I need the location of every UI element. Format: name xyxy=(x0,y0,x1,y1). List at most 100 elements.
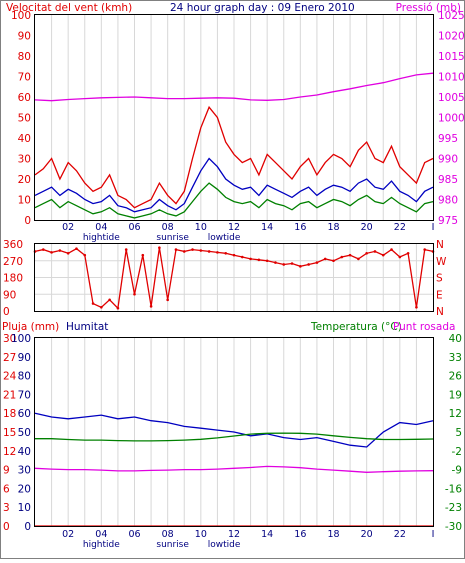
direction-degree-labels: 0 90 180 270 360 xyxy=(3,239,23,318)
direction-panel-lines xyxy=(33,246,435,310)
direction-point xyxy=(406,252,410,255)
direction-point xyxy=(158,246,161,250)
wind-speed-tick: 90 xyxy=(18,31,31,43)
direction-degree-tick: 360 xyxy=(3,239,23,251)
direction-degree-tick: 180 xyxy=(3,273,23,285)
direction-degree-tick: 90 xyxy=(3,289,16,301)
x-tick-label: 12 xyxy=(228,222,240,233)
direction-point xyxy=(166,298,169,302)
wind-speed-tick: 30 xyxy=(18,154,31,166)
direction-point xyxy=(282,263,286,266)
dew-point-axis-title: Punt rosada xyxy=(393,321,455,333)
x-tick-label: 18 xyxy=(327,529,339,540)
rain-tick: 30 xyxy=(3,333,16,345)
pressure-tick: 990 xyxy=(438,154,458,166)
direction-point xyxy=(108,298,111,302)
x-tick-label: 18 xyxy=(327,222,339,233)
humidity-tick: 60 xyxy=(18,408,31,420)
direction-point xyxy=(240,255,244,259)
humidity-series-line xyxy=(34,412,434,448)
avg-series-line xyxy=(34,182,434,219)
direction-point xyxy=(423,248,427,251)
direction-point xyxy=(307,263,310,266)
rain-tick: 0 xyxy=(3,521,10,533)
x-tick-label: 16 xyxy=(294,222,306,233)
direction-degree-tick: 0 xyxy=(3,306,10,318)
direction-point xyxy=(75,247,78,250)
x-tick-label: 02 xyxy=(62,222,74,233)
x-tick-label: 20 xyxy=(361,529,373,540)
direction-point xyxy=(357,257,360,261)
gust-series-line xyxy=(34,105,434,209)
wind-speed-tick: 0 xyxy=(24,215,31,227)
pressure-tick: 1015 xyxy=(438,51,465,63)
wind-series-line xyxy=(34,157,434,213)
direction-point xyxy=(116,306,120,310)
wind-speed-tick-labels: 0 10 20 30 40 50 60 70 80 90 100 xyxy=(11,10,31,227)
humidity-tick: 80 xyxy=(18,371,31,383)
annotation-label: lowtide xyxy=(208,233,241,243)
temperature-tick: -30 xyxy=(445,521,462,533)
rain-tick: 9 xyxy=(3,465,10,477)
compass-label: E xyxy=(436,289,443,301)
wind-speed-tick: 60 xyxy=(18,92,31,104)
pressure-axis-title: Pressió (mb) xyxy=(396,2,461,14)
direction-point xyxy=(348,253,352,257)
rain-humidity-temp-panel: Pluja (mm) Humitat Temperatura (°C) Punt… xyxy=(2,321,462,550)
humidity-tick: 50 xyxy=(18,427,31,439)
direction-point xyxy=(133,292,136,296)
annotation-label: hightide xyxy=(83,540,120,550)
x-tick-label: 04 xyxy=(95,222,107,233)
direction-point xyxy=(390,248,393,251)
direction-point xyxy=(174,248,178,251)
chart-title: 24 hour graph day : 09 Enero 2010 xyxy=(170,2,355,14)
x-tick-label: 06 xyxy=(128,529,140,540)
direction-point xyxy=(58,249,62,252)
pressure-tick: 995 xyxy=(438,133,458,145)
humidity-tick: 30 xyxy=(18,465,31,477)
pressure-series-line xyxy=(34,72,434,102)
pressure-tick: 1005 xyxy=(438,92,465,104)
climate-panel-frame xyxy=(34,337,434,527)
direction-point xyxy=(191,248,194,251)
x-tick-label: I xyxy=(432,222,435,233)
pressure-tick: 1000 xyxy=(438,113,465,125)
direction-point xyxy=(124,248,128,251)
humidity-tick: 0 xyxy=(24,521,31,533)
temperature-tick-labels: -30 -23 -16 -9 -2 5 12 19 26 33 40 xyxy=(445,333,462,533)
x-tick-label: 12 xyxy=(228,529,240,540)
x-tick-label: 14 xyxy=(261,222,273,233)
direction-point xyxy=(299,265,302,268)
climate-panel-grid xyxy=(51,338,417,526)
direction-point xyxy=(373,250,377,253)
temperature-tick: -23 xyxy=(445,502,462,514)
temperature-axis-title: Temperatura (°C) xyxy=(310,321,402,333)
direction-point xyxy=(323,257,327,261)
x-tick-label: 04 xyxy=(95,529,107,540)
wind-speed-tick: 70 xyxy=(18,72,31,84)
humidity-tick: 100 xyxy=(11,333,31,345)
annotation-label: sunrise xyxy=(156,233,189,243)
temperature-tick: 5 xyxy=(455,427,462,439)
wind-panel-frame xyxy=(34,14,434,221)
x-tick-label: 08 xyxy=(162,529,174,540)
pressure-tick: 1010 xyxy=(438,72,465,84)
wind-speed-axis-title: Velocitat del vent (kmh) xyxy=(6,2,132,14)
rain-tick: 27 xyxy=(3,352,16,364)
humidity-tick: 70 xyxy=(18,389,31,401)
rain-tick: 24 xyxy=(3,371,17,383)
rain-tick: 6 xyxy=(3,483,10,495)
humidity-tick-labels: 0 10 20 30 40 50 60 70 80 90 100 xyxy=(11,333,31,533)
direction-point xyxy=(83,253,87,257)
x-tick-label: 10 xyxy=(195,529,207,540)
direction-point xyxy=(141,253,145,257)
direction-point xyxy=(50,251,53,254)
dewpoint-series-line xyxy=(34,465,434,473)
direction-point xyxy=(149,305,153,308)
rain-tick: 21 xyxy=(3,389,16,401)
wind-panel-annotations: hightide sunrise lowtide xyxy=(83,233,241,243)
humidity-tick: 20 xyxy=(18,483,31,495)
